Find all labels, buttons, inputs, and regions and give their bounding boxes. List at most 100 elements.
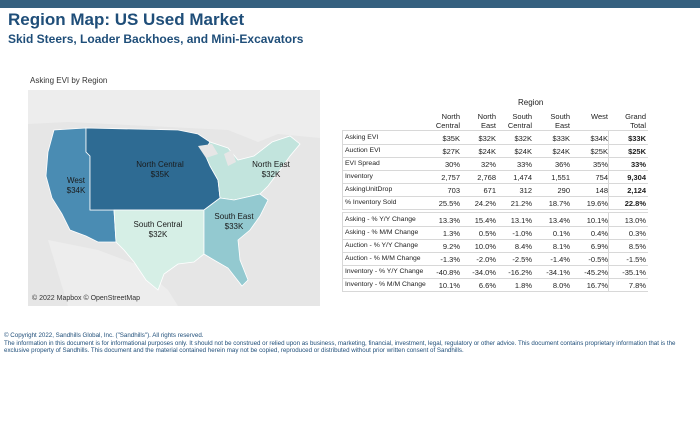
region-value: $34K (66, 186, 86, 195)
table-cell: 13.0% (624, 216, 646, 225)
row-divider (342, 226, 648, 227)
table-row-label: Auction - % Y/Y Change (345, 242, 419, 249)
table-cell: $33K (628, 134, 646, 143)
column-header-line: North (477, 112, 496, 121)
table-cell: 24.2% (474, 199, 496, 208)
table-row-label: Asking - % Y/Y Change (345, 216, 416, 223)
table-cell: 30% (444, 160, 460, 169)
column-divider (342, 212, 343, 291)
column-header-line: East (554, 121, 570, 130)
table-cell: 6.9% (590, 242, 608, 251)
table-cell: $24K (514, 147, 532, 156)
table-cell: 8.0% (552, 281, 570, 290)
region-name: South Central (133, 220, 183, 229)
region-label-south-east: South East $33K (206, 212, 262, 232)
disclaimer-text: The information in this document is for … (4, 339, 676, 355)
column-header: South Central (492, 112, 532, 130)
row-divider (342, 212, 648, 213)
region-map-svg (28, 90, 320, 306)
column-divider (608, 212, 609, 291)
column-header: West (568, 112, 608, 121)
table-cell: 1,551 (551, 173, 570, 182)
region-name: North East (252, 160, 290, 169)
table-cell: 703 (447, 186, 460, 195)
column-header-line: Central (507, 121, 532, 130)
region-south-east (203, 193, 269, 287)
table-row-label: Asking - % M/M Change (345, 229, 419, 236)
table-cell: 1.3% (442, 229, 460, 238)
copyright-text: © Copyright 2022, Sandhills Global, Inc.… (4, 332, 204, 339)
table-cell: 0.3% (628, 229, 646, 238)
table-row-label: Inventory - % M/M Change (345, 281, 426, 288)
region-value: $35K (150, 170, 170, 179)
table-cell: $34K (590, 134, 608, 143)
column-header: South East (530, 112, 570, 130)
row-divider (342, 265, 648, 266)
table-cell: $24K (478, 147, 496, 156)
table-cell: 7.8% (628, 281, 646, 290)
table-row-label: EVI Spread (345, 160, 380, 167)
table-cell: -34.0% (472, 268, 496, 277)
table-cell: 33% (516, 160, 532, 169)
column-header-line: Central (435, 121, 460, 130)
column-header-line: South (512, 112, 532, 121)
table-row-label: Auction EVI (345, 147, 381, 154)
row-divider (342, 170, 648, 171)
table-cell: 9.2% (442, 242, 460, 251)
table-cell: 0.5% (478, 229, 496, 238)
table-cell: 35% (592, 160, 608, 169)
column-header-line: Total (630, 121, 646, 130)
region-label-south-central: South Central $32K (126, 220, 190, 240)
table-cell: -34.1% (546, 268, 570, 277)
table-cell: -16.2% (508, 268, 532, 277)
row-divider (342, 209, 648, 210)
column-header: North East (456, 112, 496, 130)
table-cell: 10.1% (438, 281, 460, 290)
column-header-line: South (550, 112, 570, 121)
region-value: $32K (261, 170, 281, 179)
table-cell: 1.8% (514, 281, 532, 290)
top-accent-bar (0, 0, 700, 8)
region-column-header: Region (518, 98, 544, 107)
table-cell: 671 (483, 186, 496, 195)
table-cell: $25K (628, 147, 646, 156)
table-cell: 36% (554, 160, 570, 169)
region-label-north-central: North Central $35K (124, 160, 196, 180)
region-name: West (66, 176, 86, 185)
table-cell: 10.1% (586, 216, 608, 225)
row-divider (342, 144, 648, 145)
table-cell: -40.8% (436, 268, 460, 277)
table-cell: -2.0% (476, 255, 496, 264)
table-cell: -1.3% (440, 255, 460, 264)
table-row-label: Inventory - % Y/Y Change (345, 268, 424, 275)
region-value: $33K (224, 222, 244, 231)
table-row-label: Inventory (345, 173, 373, 180)
table-cell: -1.0% (512, 229, 532, 238)
table-cell: 32% (480, 160, 496, 169)
table-cell: 148 (595, 186, 608, 195)
table-cell: $32K (514, 134, 532, 143)
table-cell: 13.4% (548, 216, 570, 225)
table-cell: -0.5% (588, 255, 608, 264)
map-title: Asking EVI by Region (30, 76, 108, 85)
region-label-west: West $34K (58, 176, 94, 196)
table-cell: 2,757 (441, 173, 460, 182)
table-cell: 25.5% (438, 199, 460, 208)
column-header-line: North (441, 112, 460, 121)
region-map[interactable]: West $34K North Central $35K North East … (28, 90, 320, 306)
row-divider (342, 252, 648, 253)
table-cell: -1.4% (550, 255, 570, 264)
column-divider (342, 130, 343, 209)
row-divider (342, 278, 648, 279)
footer: © Copyright 2022, Sandhills Global, Inc.… (4, 332, 696, 355)
table-cell: -2.5% (512, 255, 532, 264)
table-cell: 10.0% (474, 242, 496, 251)
page-title: Region Map: US Used Market (8, 10, 245, 29)
table-cell: 290 (557, 186, 570, 195)
table-cell: 1,474 (513, 173, 532, 182)
row-divider (342, 291, 648, 292)
column-header-line: Grand (625, 112, 646, 121)
table-cell: 8.4% (514, 242, 532, 251)
row-divider (342, 183, 648, 184)
table-cell: 8.5% (628, 242, 646, 251)
